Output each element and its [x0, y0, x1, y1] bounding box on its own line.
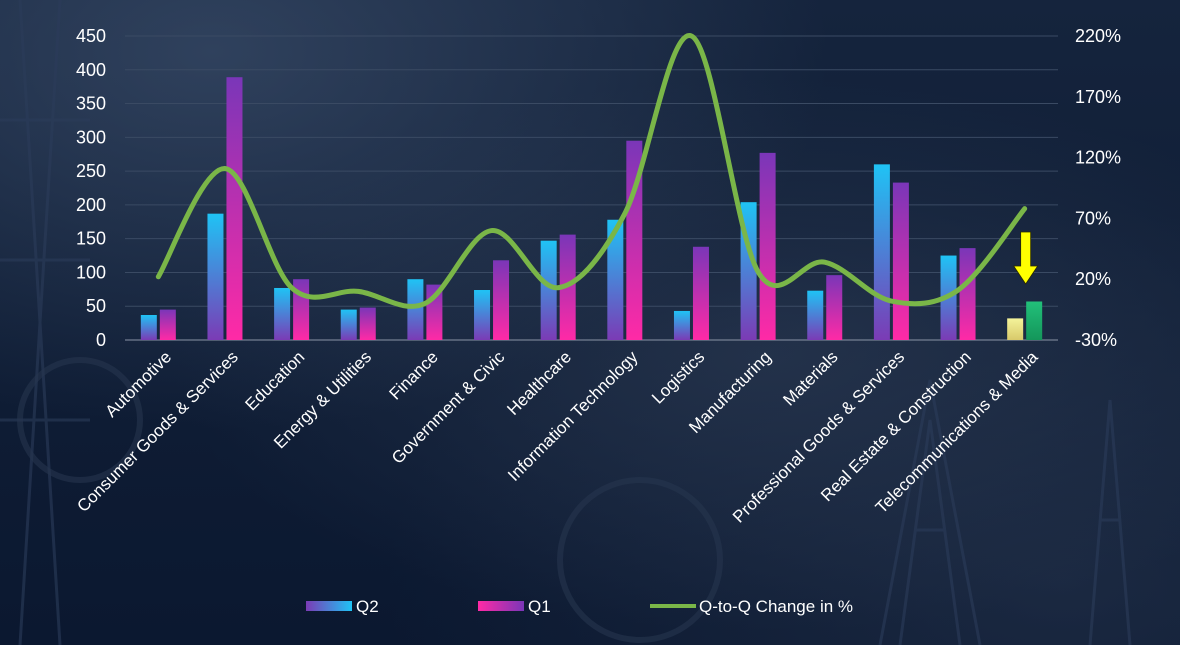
- bar-q1: [359, 307, 376, 340]
- left-tick-label: 400: [76, 60, 106, 80]
- bar-q2: [207, 213, 224, 340]
- background-silhouette: [0, 0, 90, 645]
- bar-q2: [140, 315, 157, 340]
- legend-q1-swatch: [478, 601, 524, 611]
- category-label: Materials: [779, 347, 841, 409]
- legend-q2-label: Q2: [356, 597, 379, 616]
- bar-q2: [607, 219, 624, 340]
- bar-q1: [226, 77, 243, 340]
- legend-q2-swatch: [306, 601, 352, 611]
- left-tick-label: 300: [76, 127, 106, 147]
- right-tick-label: 70%: [1075, 208, 1111, 228]
- bar-q1: [1026, 301, 1043, 340]
- category-label: Logistics: [648, 347, 708, 407]
- background-silhouette: [1088, 399, 1132, 645]
- bar-q1: [759, 152, 776, 340]
- bar-q1: [892, 182, 909, 340]
- left-tick-label: 350: [76, 94, 106, 114]
- bar-q1: [959, 248, 976, 340]
- category-label: Government & Civic: [388, 347, 509, 468]
- background-silhouette: [878, 379, 982, 645]
- legend: Q2 Q1 Q-to-Q Change in %: [306, 597, 853, 616]
- right-axis-ticks: -30% 20% 70% 120% 170% 220%: [1075, 26, 1121, 350]
- left-tick-label: 450: [76, 26, 106, 46]
- legend-change-label: Q-to-Q Change in %: [699, 597, 853, 616]
- change-line: [155, 33, 1028, 309]
- left-tick-label: 250: [76, 161, 106, 181]
- bar-q1: [159, 309, 176, 340]
- right-tick-label: 20%: [1075, 269, 1111, 289]
- category-label: Healthcare: [503, 347, 575, 419]
- bar-q2: [540, 240, 557, 340]
- bar-q2: [673, 310, 690, 340]
- bar-q1: [626, 140, 643, 340]
- background-decoration: [0, 0, 1132, 645]
- gridlines: [125, 35, 1058, 341]
- background-dish: [557, 477, 723, 643]
- legend-q1-label: Q1: [528, 597, 551, 616]
- bar-q2: [1007, 318, 1024, 340]
- bar-q2: [807, 290, 824, 340]
- bar-q2: [274, 287, 291, 340]
- right-tick-label: 120%: [1075, 148, 1121, 168]
- right-tick-label: 170%: [1075, 87, 1121, 107]
- background-dish: [17, 357, 143, 483]
- bar-q2: [873, 164, 890, 340]
- bar-q2: [407, 279, 424, 340]
- category-label: Education: [242, 347, 309, 414]
- left-tick-label: 200: [76, 195, 106, 215]
- down-arrow-icon: [1012, 231, 1039, 285]
- bar-q1: [826, 275, 843, 340]
- category-label: Information Technology: [504, 347, 642, 485]
- right-tick-label: 220%: [1075, 26, 1121, 46]
- bar-q2: [340, 309, 357, 340]
- category-label: Finance: [386, 347, 442, 403]
- annotation-layer: [1012, 231, 1039, 285]
- bar-q1: [692, 246, 709, 340]
- left-tick-label: 100: [76, 262, 106, 282]
- left-tick-label: 150: [76, 229, 106, 249]
- right-tick-label: -30%: [1075, 330, 1117, 350]
- change-line-series: [155, 33, 1028, 309]
- left-axis-ticks: 0 50 100 150 200 250 300 350 400 450: [76, 26, 106, 350]
- bar-q1: [493, 260, 510, 340]
- left-tick-label: 0: [96, 330, 106, 350]
- left-tick-label: 50: [86, 296, 106, 316]
- bar-series: [140, 77, 1043, 340]
- bar-q2: [474, 290, 491, 340]
